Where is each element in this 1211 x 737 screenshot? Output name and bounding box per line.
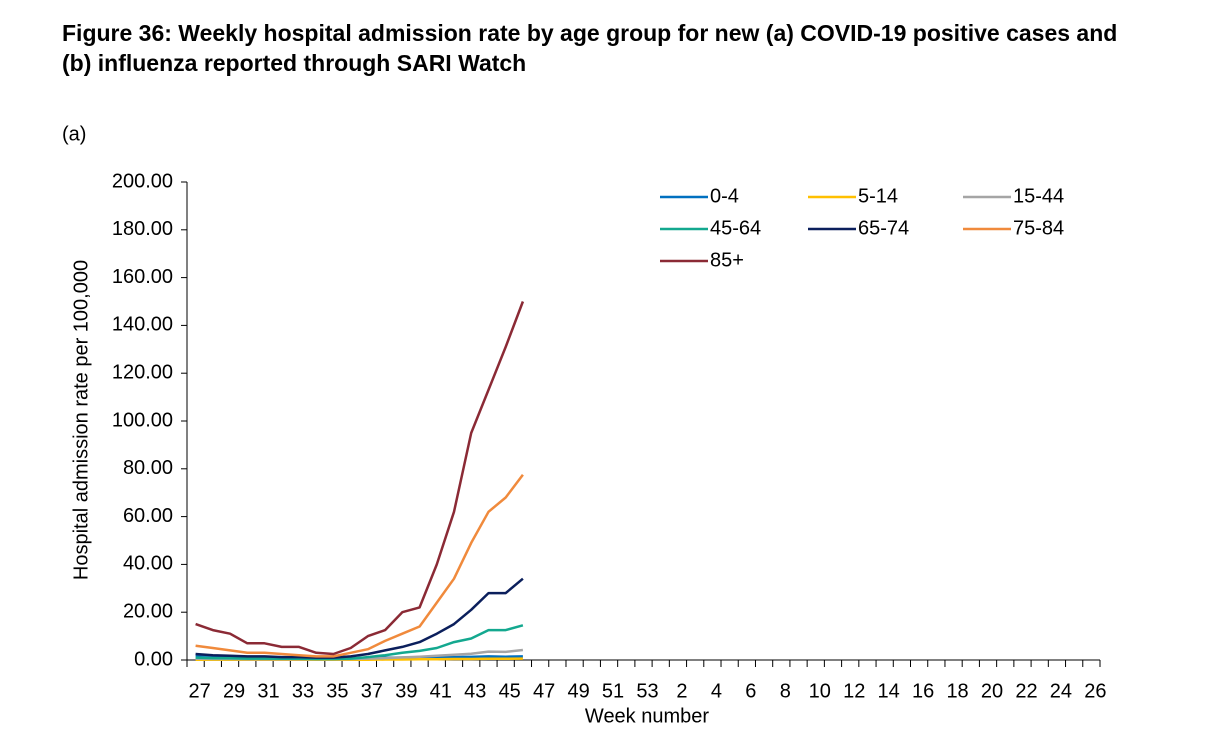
x-tick-label: 41 — [430, 680, 452, 702]
x-tick-label: 18 — [946, 680, 968, 702]
series-line — [195, 474, 524, 658]
x-tick-label: 8 — [780, 680, 791, 702]
legend-label: 85+ — [710, 249, 744, 271]
legend-label: 0-4 — [710, 185, 739, 207]
panel-label: (a) — [62, 123, 86, 145]
legend-label: 15-44 — [1013, 185, 1064, 207]
x-tick-label: 49 — [567, 680, 589, 702]
x-tick-label: 24 — [1050, 680, 1072, 702]
x-tick-label: 4 — [711, 680, 722, 702]
y-tick-label: 40.00 — [123, 553, 173, 575]
y-tick-label: 60.00 — [123, 505, 173, 527]
x-tick-label: 26 — [1084, 680, 1106, 702]
y-tick-label: 180.00 — [112, 218, 173, 240]
x-tick-label: 35 — [326, 680, 348, 702]
x-tick-label: 47 — [533, 680, 555, 702]
x-tick-label: 16 — [912, 680, 934, 702]
series-line — [195, 624, 524, 661]
legend-label: 45-64 — [710, 217, 761, 239]
x-tick-label: 14 — [878, 680, 900, 702]
chart-title: Figure 36: Weekly hospital admission rat… — [62, 20, 1118, 76]
x-tick-label: 27 — [188, 680, 210, 702]
x-tick-label: 12 — [843, 680, 865, 702]
x-tick-label: 6 — [745, 680, 756, 702]
y-tick-label: 20.00 — [123, 600, 173, 622]
y-tick-label: 0.00 — [134, 648, 173, 670]
x-tick-label: 37 — [361, 680, 383, 702]
x-tick-label: 2 — [676, 680, 687, 702]
legend-label: 75-84 — [1013, 217, 1064, 239]
x-tick-label: 45 — [499, 680, 521, 702]
y-tick-label: 80.00 — [123, 457, 173, 479]
x-tick-label: 29 — [223, 680, 245, 702]
y-tick-label: 200.00 — [112, 170, 173, 192]
y-tick-label: 140.00 — [112, 314, 173, 336]
x-tick-label: 51 — [602, 680, 624, 702]
x-axis-label: Week number — [585, 705, 709, 727]
series-line — [195, 301, 525, 656]
y-tick-label: 160.00 — [112, 266, 173, 288]
x-tick-label: 53 — [636, 680, 658, 702]
x-tick-label: 22 — [1015, 680, 1037, 702]
x-tick-label: 39 — [395, 680, 417, 702]
y-axis-label: Hospital admission rate per 100,000 — [70, 260, 92, 580]
y-tick-label: 100.00 — [112, 409, 173, 431]
x-tick-label: 33 — [292, 680, 314, 702]
legend-label: 5-14 — [858, 185, 898, 207]
x-tick-label: 20 — [981, 680, 1003, 702]
legend-label: 65-74 — [858, 217, 909, 239]
x-tick-label: 43 — [464, 680, 486, 702]
x-tick-label: 10 — [809, 680, 831, 702]
x-tick-label: 31 — [257, 680, 279, 702]
y-tick-label: 120.00 — [112, 361, 173, 383]
series-line — [195, 577, 524, 659]
